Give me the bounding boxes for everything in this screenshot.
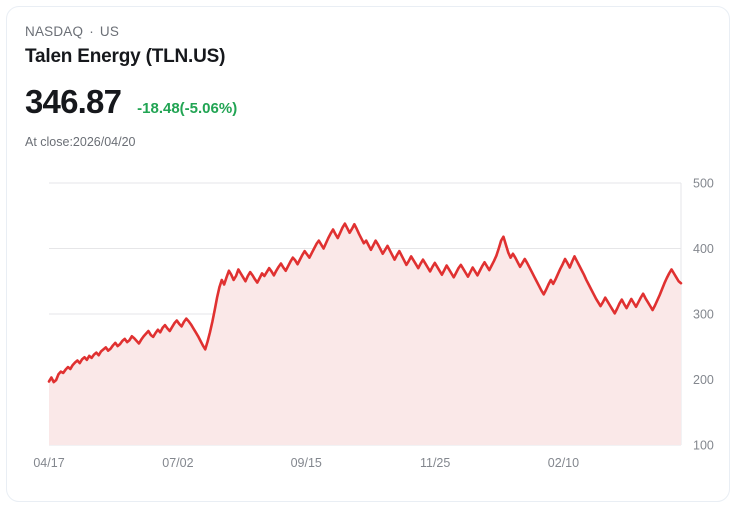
price-chart[interactable]: 500 400 300 200 100 04/17 07/02 09/15 11/25 02/1… [7,167,730,487]
price-area-fill [49,223,681,445]
market-status-note: At close:2026/04/20 [25,135,136,150]
quote-header: NASDAQ · US Talen Energy (TLN.US) 346.87 -… [25,23,711,150]
price-change: -18.48(-5.06%) [137,100,238,118]
region-label: US [99,24,120,39]
price-chart-svg[interactable]: 500 400 300 200 100 04/17 07/02 09/15 11/25 02/1… [7,167,730,487]
y-axis-labels: 500 400 300 200 100 [693,177,714,453]
x-axis-tick: 04/17 [33,456,64,470]
last-price: 346.87 [25,83,122,121]
y-axis-tick: 500 [693,177,714,191]
page-title: Talen Energy (TLN.US) [25,46,226,68]
price-line [47,222,683,384]
exchange-region-row: NASDAQ · US [25,23,711,41]
x-axis-tick: 09/15 [291,456,322,470]
y-axis-tick: 400 [693,242,714,256]
y-axis-tick: 300 [693,308,714,322]
exchange-label: NASDAQ [25,24,84,39]
x-axis-tick: 07/02 [162,456,193,470]
y-axis-tick: 100 [693,439,714,453]
x-axis-tick: 02/10 [548,456,579,470]
stock-quote-card: NASDAQ · US Talen Energy (TLN.US) 346.87 -… [6,6,730,502]
price-row: 346.87 -18.48(-5.06%) [25,83,711,121]
separator-dot: · [89,24,94,40]
x-axis-labels: 04/17 07/02 09/15 11/25 02/10 [33,456,579,470]
y-axis-tick: 200 [693,373,714,387]
x-axis-tick: 11/25 [420,456,450,470]
